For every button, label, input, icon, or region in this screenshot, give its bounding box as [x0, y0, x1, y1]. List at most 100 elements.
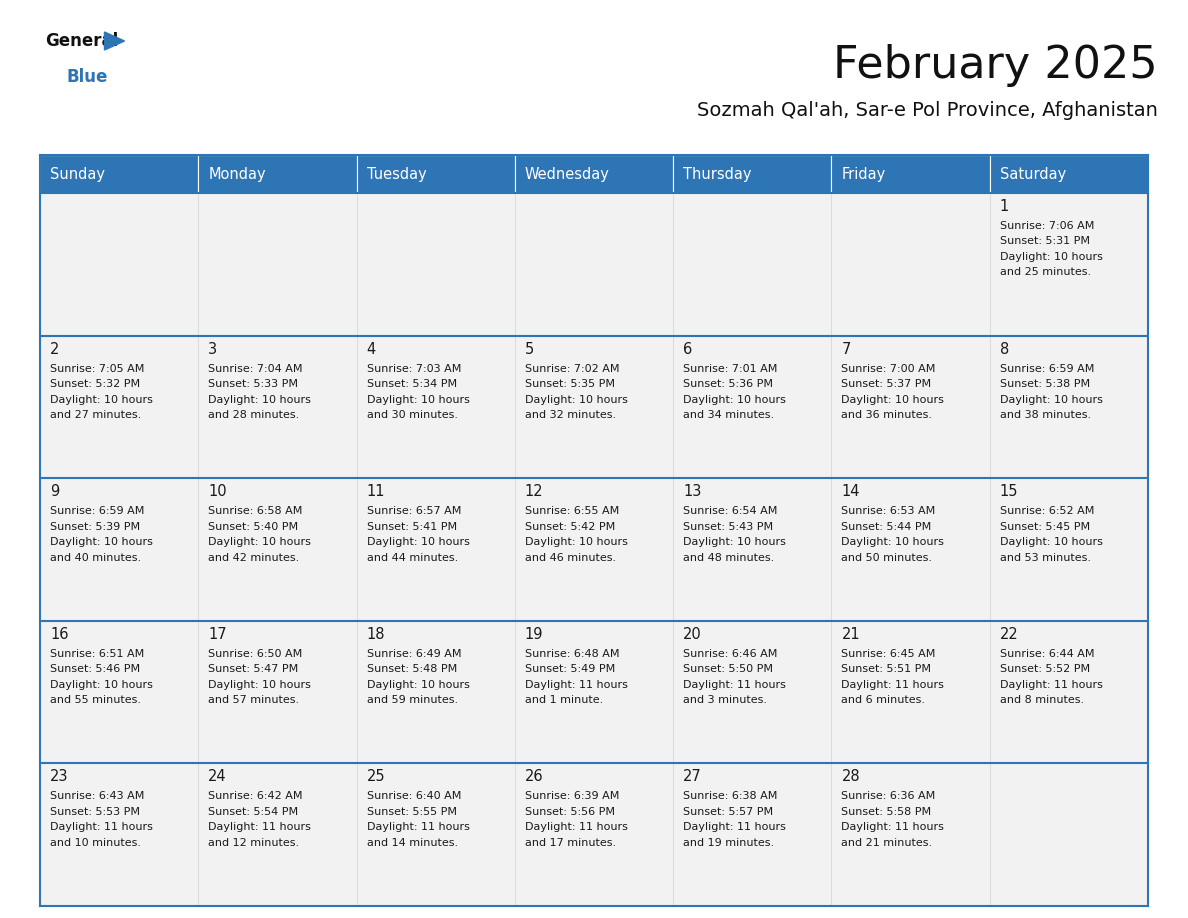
Text: Daylight: 10 hours: Daylight: 10 hours — [208, 395, 311, 405]
Bar — [356, 155, 514, 193]
Text: Daylight: 10 hours: Daylight: 10 hours — [50, 395, 153, 405]
Text: 2: 2 — [50, 341, 59, 356]
Bar — [990, 621, 1148, 764]
Text: Sunset: 5:37 PM: Sunset: 5:37 PM — [841, 379, 931, 389]
Text: and 50 minutes.: and 50 minutes. — [841, 553, 933, 563]
Text: Daylight: 10 hours: Daylight: 10 hours — [525, 395, 627, 405]
Bar — [198, 764, 356, 906]
Text: and 46 minutes.: and 46 minutes. — [525, 553, 617, 563]
Text: 20: 20 — [683, 627, 702, 642]
Bar — [674, 193, 832, 336]
Text: General: General — [45, 32, 119, 50]
Text: and 42 minutes.: and 42 minutes. — [208, 553, 299, 563]
Text: Daylight: 11 hours: Daylight: 11 hours — [367, 823, 469, 833]
Text: 5: 5 — [525, 341, 535, 356]
Text: 21: 21 — [841, 627, 860, 642]
Text: Sunrise: 6:51 AM: Sunrise: 6:51 AM — [50, 649, 144, 659]
Text: Daylight: 11 hours: Daylight: 11 hours — [525, 680, 627, 689]
Text: 6: 6 — [683, 341, 693, 356]
Bar — [832, 336, 990, 478]
Text: 1: 1 — [1000, 199, 1009, 214]
Bar — [40, 193, 198, 336]
Text: Daylight: 10 hours: Daylight: 10 hours — [683, 537, 786, 547]
Text: and 34 minutes.: and 34 minutes. — [683, 410, 775, 420]
Text: 9: 9 — [50, 484, 59, 499]
Text: Sunrise: 6:57 AM: Sunrise: 6:57 AM — [367, 506, 461, 516]
Bar — [356, 193, 514, 336]
Text: Sunset: 5:58 PM: Sunset: 5:58 PM — [841, 807, 931, 817]
Text: Daylight: 10 hours: Daylight: 10 hours — [1000, 537, 1102, 547]
Text: Sunrise: 6:42 AM: Sunrise: 6:42 AM — [208, 791, 303, 801]
Text: Tuesday: Tuesday — [367, 166, 426, 182]
Bar — [40, 336, 198, 478]
Text: Daylight: 11 hours: Daylight: 11 hours — [841, 823, 944, 833]
Text: and 48 minutes.: and 48 minutes. — [683, 553, 775, 563]
Text: Sunset: 5:49 PM: Sunset: 5:49 PM — [525, 665, 615, 675]
Bar — [40, 621, 198, 764]
Text: Sunrise: 7:05 AM: Sunrise: 7:05 AM — [50, 364, 145, 374]
Text: Sunset: 5:55 PM: Sunset: 5:55 PM — [367, 807, 456, 817]
Text: Daylight: 10 hours: Daylight: 10 hours — [525, 537, 627, 547]
Text: and 1 minute.: and 1 minute. — [525, 695, 604, 705]
Text: and 32 minutes.: and 32 minutes. — [525, 410, 617, 420]
Text: Sunset: 5:38 PM: Sunset: 5:38 PM — [1000, 379, 1089, 389]
Text: and 53 minutes.: and 53 minutes. — [1000, 553, 1091, 563]
Bar — [198, 155, 356, 193]
Text: and 14 minutes.: and 14 minutes. — [367, 838, 457, 848]
Text: and 21 minutes.: and 21 minutes. — [841, 838, 933, 848]
Text: Sunrise: 7:06 AM: Sunrise: 7:06 AM — [1000, 221, 1094, 231]
Text: Sunrise: 6:55 AM: Sunrise: 6:55 AM — [525, 506, 619, 516]
Text: Daylight: 10 hours: Daylight: 10 hours — [1000, 252, 1102, 262]
Text: Daylight: 11 hours: Daylight: 11 hours — [841, 680, 944, 689]
Text: and 57 minutes.: and 57 minutes. — [208, 695, 299, 705]
Text: 24: 24 — [208, 769, 227, 784]
Bar — [832, 478, 990, 621]
Text: Blue: Blue — [67, 68, 108, 86]
Text: 25: 25 — [367, 769, 385, 784]
Text: Friday: Friday — [841, 166, 886, 182]
Text: Daylight: 10 hours: Daylight: 10 hours — [208, 680, 311, 689]
Polygon shape — [105, 32, 125, 50]
Bar — [990, 155, 1148, 193]
Text: 11: 11 — [367, 484, 385, 499]
Bar — [674, 336, 832, 478]
Text: and 17 minutes.: and 17 minutes. — [525, 838, 617, 848]
Text: 19: 19 — [525, 627, 543, 642]
Text: Sunset: 5:31 PM: Sunset: 5:31 PM — [1000, 237, 1089, 247]
Bar — [990, 193, 1148, 336]
Text: Sunrise: 6:59 AM: Sunrise: 6:59 AM — [1000, 364, 1094, 374]
Bar — [990, 764, 1148, 906]
Text: and 55 minutes.: and 55 minutes. — [50, 695, 141, 705]
Text: and 44 minutes.: and 44 minutes. — [367, 553, 457, 563]
Bar — [832, 193, 990, 336]
Text: Sunrise: 6:52 AM: Sunrise: 6:52 AM — [1000, 506, 1094, 516]
Text: 22: 22 — [1000, 627, 1018, 642]
Text: Sunset: 5:46 PM: Sunset: 5:46 PM — [50, 665, 140, 675]
Text: Sunrise: 6:53 AM: Sunrise: 6:53 AM — [841, 506, 936, 516]
Text: Sunrise: 6:45 AM: Sunrise: 6:45 AM — [841, 649, 936, 659]
Bar — [674, 478, 832, 621]
Text: and 10 minutes.: and 10 minutes. — [50, 838, 141, 848]
Text: Sunset: 5:50 PM: Sunset: 5:50 PM — [683, 665, 773, 675]
Bar — [40, 764, 198, 906]
Text: 3: 3 — [208, 341, 217, 356]
Text: Daylight: 11 hours: Daylight: 11 hours — [1000, 680, 1102, 689]
Text: Sunset: 5:53 PM: Sunset: 5:53 PM — [50, 807, 140, 817]
Text: Daylight: 10 hours: Daylight: 10 hours — [367, 537, 469, 547]
Bar — [514, 621, 674, 764]
Text: Saturday: Saturday — [1000, 166, 1066, 182]
Text: Sunrise: 6:58 AM: Sunrise: 6:58 AM — [208, 506, 303, 516]
Text: and 25 minutes.: and 25 minutes. — [1000, 267, 1091, 277]
Text: Daylight: 10 hours: Daylight: 10 hours — [841, 537, 944, 547]
Text: Sunset: 5:54 PM: Sunset: 5:54 PM — [208, 807, 298, 817]
Text: and 8 minutes.: and 8 minutes. — [1000, 695, 1083, 705]
Text: 12: 12 — [525, 484, 543, 499]
Text: Sunrise: 6:39 AM: Sunrise: 6:39 AM — [525, 791, 619, 801]
Bar — [832, 155, 990, 193]
Text: Sunrise: 6:44 AM: Sunrise: 6:44 AM — [1000, 649, 1094, 659]
Text: Sunset: 5:34 PM: Sunset: 5:34 PM — [367, 379, 456, 389]
Text: and 19 minutes.: and 19 minutes. — [683, 838, 775, 848]
Text: and 36 minutes.: and 36 minutes. — [841, 410, 933, 420]
Text: Daylight: 10 hours: Daylight: 10 hours — [50, 680, 153, 689]
Text: 16: 16 — [50, 627, 69, 642]
